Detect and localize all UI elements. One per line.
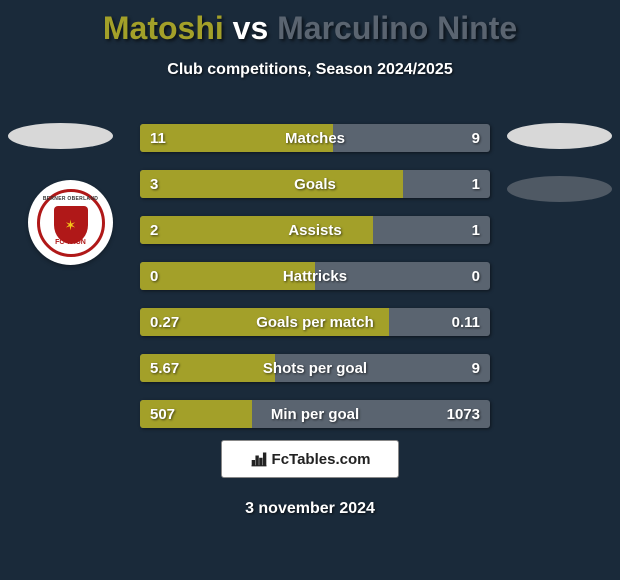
stat-bar: 00Hattricks <box>140 262 490 290</box>
stat-bar: 5071073Min per goal <box>140 400 490 428</box>
title-player2: Marculino Ninte <box>277 10 517 46</box>
right-ellipse-2 <box>507 176 612 202</box>
watermark: FcTables.com <box>221 440 399 478</box>
date-label: 3 november 2024 <box>0 500 620 518</box>
stat-label: Shots per goal <box>140 354 490 382</box>
stat-label: Goals per match <box>140 308 490 336</box>
stat-bar: 21Assists <box>140 216 490 244</box>
comparison-page: Matoshi vs Marculino Ninte Club competit… <box>0 0 620 580</box>
stat-label: Goals <box>140 170 490 198</box>
logo-team-name: FC THUN <box>55 239 86 246</box>
stat-label: Min per goal <box>140 400 490 428</box>
chart-icon <box>250 450 268 468</box>
stat-label: Hattricks <box>140 262 490 290</box>
watermark-text: FcTables.com <box>272 451 371 468</box>
subtitle: Club competitions, Season 2024/2025 <box>0 61 620 79</box>
team-logo-inner: BERNER OBERLAND ✶ FC THUN <box>37 189 105 257</box>
right-ellipse-1 <box>507 123 612 149</box>
stat-label: Matches <box>140 124 490 152</box>
page-title: Matoshi vs Marculino Ninte <box>0 0 620 47</box>
stat-bar: 119Matches <box>140 124 490 152</box>
logo-star-icon: ✶ <box>65 218 77 232</box>
stat-label: Assists <box>140 216 490 244</box>
stat-bar: 5.679Shots per goal <box>140 354 490 382</box>
logo-top-text: BERNER OBERLAND <box>43 196 98 202</box>
left-ellipse <box>8 123 113 149</box>
comparison-bars: 119Matches 31Goals 21Assists 00Hattricks 0.2… <box>140 124 490 446</box>
stat-bar: 0.270.11Goals per match <box>140 308 490 336</box>
stat-bar: 31Goals <box>140 170 490 198</box>
title-vs: vs <box>233 10 269 46</box>
team-logo: BERNER OBERLAND ✶ FC THUN <box>28 180 113 265</box>
title-player1: Matoshi <box>103 10 224 46</box>
